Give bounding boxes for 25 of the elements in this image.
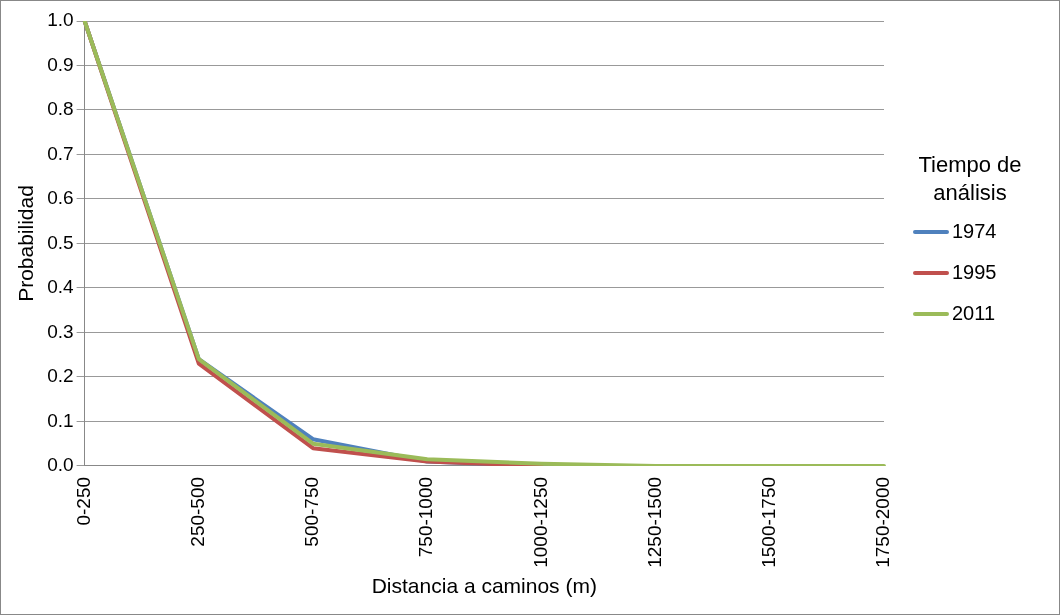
y-tick-label: 0.4 xyxy=(47,276,75,298)
y-tick-label: 0.9 xyxy=(47,53,74,75)
y-tick-label: 0.7 xyxy=(47,142,74,164)
x-tick-label: 1750-2000 xyxy=(872,476,894,568)
y-tick-label: 0.8 xyxy=(47,98,74,120)
x-tick-label: 1000-1250 xyxy=(529,476,551,568)
y-tick-label: 0.6 xyxy=(47,187,74,209)
y-tick-label: 0.0 xyxy=(47,454,74,476)
x-tick-label: 250-500 xyxy=(187,476,209,547)
x-tick-label: 1250-1500 xyxy=(643,476,665,568)
x-tick-label: 1500-1750 xyxy=(758,476,780,568)
x-tick-label: 500-750 xyxy=(301,476,323,547)
y-tick-label: 1.0 xyxy=(47,9,74,31)
x-tick-label: 0-250 xyxy=(72,476,94,526)
y-tick-label: 0.3 xyxy=(47,320,74,342)
legend-label: 2011 xyxy=(952,302,996,325)
legend-title: Tiempo de análisis xyxy=(917,151,1023,206)
y-axis-title: Probabilidad xyxy=(14,185,38,302)
y-tick-label: 0.2 xyxy=(47,365,74,387)
legend-label: 1995 xyxy=(952,261,997,284)
x-axis-title: Distancia a caminos (m) xyxy=(371,574,597,598)
legend-label: 1974 xyxy=(952,220,997,243)
y-tick-label: 0.1 xyxy=(47,409,74,431)
x-tick-label: 750-1000 xyxy=(415,476,437,558)
y-tick-label: 0.5 xyxy=(47,231,74,253)
